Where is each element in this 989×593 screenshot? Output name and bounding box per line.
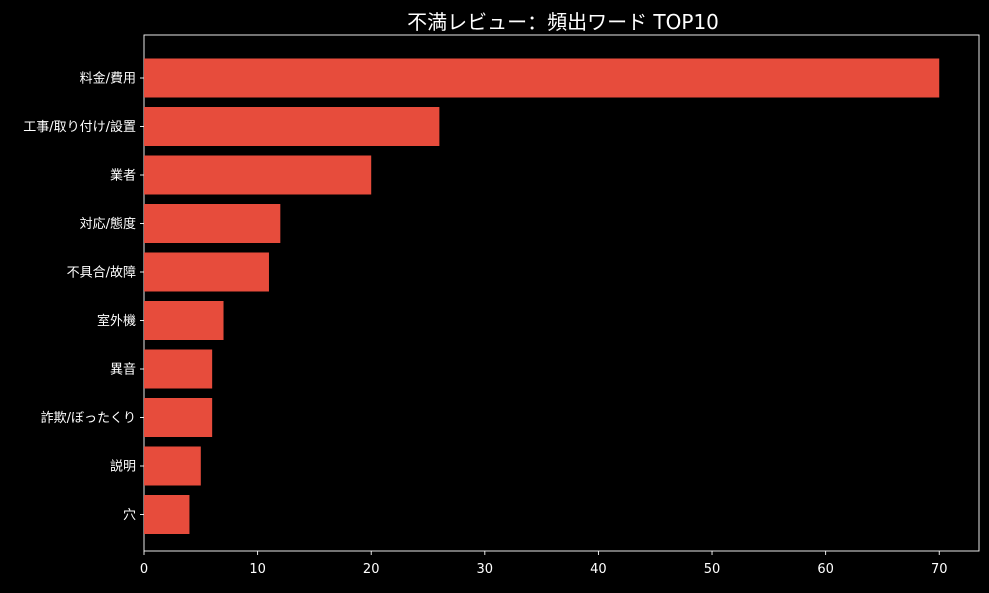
y-tick-label: 不具合/故障: [67, 266, 136, 281]
bar: [144, 398, 213, 437]
y-tick-label: 室外機: [97, 313, 136, 329]
x-tick-label: 40: [590, 562, 607, 577]
x-tick-label: 20: [363, 562, 380, 577]
bar: [144, 349, 213, 389]
plot-area-frame: [143, 34, 980, 552]
bars-layer: [144, 58, 940, 534]
bar: [144, 252, 269, 292]
x-tick-label: 70: [931, 562, 948, 577]
y-tick-label: 業者: [110, 168, 136, 184]
bar: [144, 204, 281, 243]
y-tick-label: 料金/費用: [80, 71, 136, 87]
bar: [144, 495, 190, 534]
bar: [144, 301, 224, 340]
x-axis-ticks: 0 10 20 30 40 50 60 70: [140, 551, 948, 577]
bar: [144, 155, 372, 195]
y-tick-label: 説明: [110, 459, 136, 475]
y-tick-label: 穴: [123, 508, 136, 523]
chart-title: 不満レビュー：頻出ワード TOP10: [407, 10, 719, 34]
y-tick-label: 工事/取り付け/設置: [23, 119, 136, 135]
bar: [144, 107, 440, 146]
x-tick-label: 10: [249, 562, 266, 577]
x-tick-label: 60: [817, 562, 834, 577]
y-tick-label: 異音: [110, 362, 136, 378]
bar: [144, 58, 940, 98]
x-tick-label: 0: [140, 562, 148, 577]
x-tick-label: 50: [704, 562, 721, 577]
x-tick-label: 30: [477, 562, 494, 577]
bar: [144, 446, 201, 486]
y-tick-label: 対応/態度: [80, 216, 136, 232]
y-axis-ticks: 料金/費用工事/取り付け/設置業者対応/態度不具合/故障室外機異音詐欺/ぼったく…: [23, 71, 144, 523]
y-tick-label: 詐欺/ぼったくり: [41, 410, 136, 426]
